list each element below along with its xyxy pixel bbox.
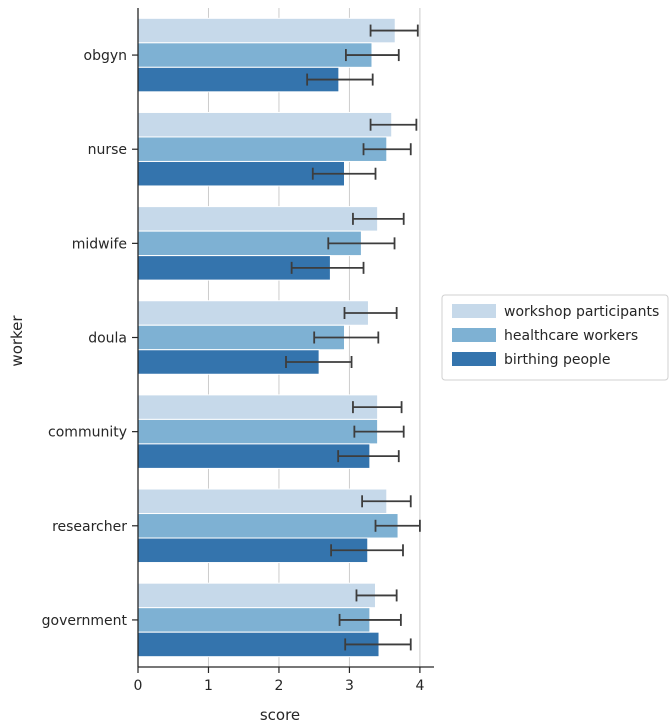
bar — [137, 537, 369, 564]
y-tick-label: doula — [88, 331, 127, 347]
y-axis-title: worker — [8, 315, 26, 367]
bar — [137, 488, 388, 515]
bar — [137, 394, 379, 420]
bar — [137, 111, 393, 138]
bar — [137, 418, 379, 445]
bar — [137, 136, 388, 162]
legend-swatch — [452, 328, 496, 342]
y-tick-label: midwife — [72, 236, 127, 252]
bar — [137, 513, 399, 539]
y-tick-label: community — [48, 425, 127, 441]
bar — [137, 300, 369, 326]
bar — [137, 17, 396, 44]
legend: workshop participants healthcare workers b… — [441, 294, 669, 381]
legend-label: birthing people — [504, 352, 610, 368]
error-bars — [285, 24, 421, 651]
x-ticks: 0 1 2 3 4 — [134, 667, 424, 694]
x-tick-label: 4 — [415, 678, 424, 694]
y-tick-label: obgyn — [84, 48, 128, 64]
bar — [137, 631, 380, 658]
y-tick-label: government — [42, 613, 128, 629]
bar — [137, 42, 373, 68]
legend-label: healthcare workers — [504, 328, 638, 344]
legend-label: workshop participants — [504, 304, 659, 320]
y-ticks: obgyn nurse midwife doula community researche… — [42, 48, 138, 629]
x-axis-title: score — [260, 706, 300, 724]
bar — [137, 324, 345, 351]
x-tick-label: 2 — [274, 678, 283, 694]
x-tick-label: 3 — [345, 678, 354, 694]
bar — [137, 443, 371, 469]
legend-frame — [441, 294, 669, 381]
bars — [137, 17, 399, 658]
bar — [137, 607, 371, 633]
legend-swatch — [452, 304, 496, 318]
bar — [137, 206, 379, 232]
legend-swatch — [452, 352, 496, 366]
bar — [137, 66, 340, 93]
y-tick-label: researcher — [52, 519, 127, 535]
x-tick-label: 1 — [204, 678, 213, 694]
y-tick-label: nurse — [88, 142, 127, 158]
x-tick-label: 0 — [134, 678, 143, 694]
bar — [137, 582, 377, 609]
